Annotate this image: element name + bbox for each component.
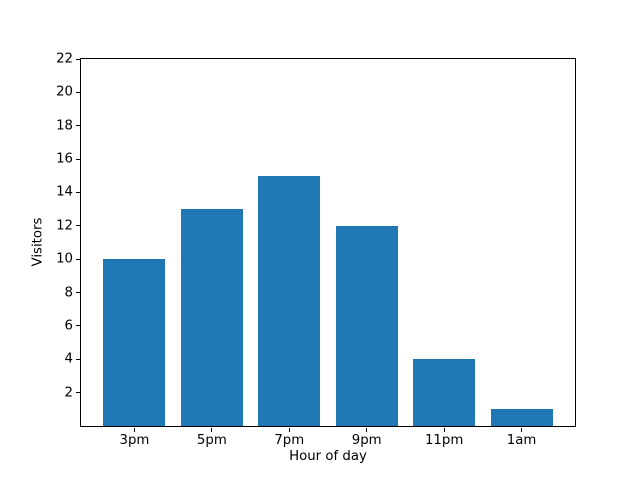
x-tick-mark xyxy=(521,428,523,432)
y-tick-label: 20 xyxy=(56,84,73,100)
x-tick-mark xyxy=(133,428,135,432)
x-tick-mark xyxy=(443,428,445,432)
y-tick-label: 10 xyxy=(56,251,73,267)
x-tick-label: 5pm xyxy=(196,433,227,448)
bar-5pm xyxy=(180,209,243,426)
y-tick-label: 22 xyxy=(56,51,73,67)
y-tick-mark xyxy=(76,258,80,260)
y-tick-label: 2 xyxy=(64,384,73,400)
y-tick-label: 8 xyxy=(64,284,73,300)
bar-7pm xyxy=(258,175,321,426)
y-tick-label: 12 xyxy=(56,218,73,234)
y-tick-label: 16 xyxy=(56,151,73,167)
y-tick-mark xyxy=(76,158,80,160)
y-tick-mark xyxy=(76,392,80,394)
x-tick-label: 7pm xyxy=(274,433,305,448)
x-tick-label: 11pm xyxy=(424,433,464,448)
x-tick-mark xyxy=(366,428,368,432)
plot-area: 2 4 6 8 10 12 14 16 18 20 22 3pm 5pm 7pm 9pm 11pm 1am xyxy=(56,52,576,447)
y-tick-mark xyxy=(76,91,80,93)
x-tick-mark xyxy=(288,428,290,432)
x-tick-label: 9pm xyxy=(351,433,382,448)
y-tick-label: 18 xyxy=(56,118,73,134)
y-tick-label: 4 xyxy=(64,351,73,367)
y-tick-mark xyxy=(76,358,80,360)
bar-3pm xyxy=(103,259,166,426)
y-tick-mark xyxy=(76,58,80,60)
x-axis-label: Hour of day xyxy=(289,449,367,464)
x-tick-label: 1am xyxy=(506,433,537,448)
y-tick-mark xyxy=(76,191,80,193)
y-tick-mark xyxy=(76,125,80,127)
x-tick-label: 3pm xyxy=(119,433,150,448)
y-tick-label: 14 xyxy=(56,184,73,200)
bar-9pm xyxy=(335,225,398,426)
bar-1am xyxy=(490,409,553,426)
y-tick-label: 6 xyxy=(64,318,73,334)
y-tick-mark xyxy=(76,225,80,227)
bar-11pm xyxy=(413,359,476,426)
y-tick-mark xyxy=(76,325,80,327)
x-tick-mark xyxy=(211,428,213,432)
y-axis-label: Visitors xyxy=(30,217,46,267)
y-tick-mark xyxy=(76,292,80,294)
